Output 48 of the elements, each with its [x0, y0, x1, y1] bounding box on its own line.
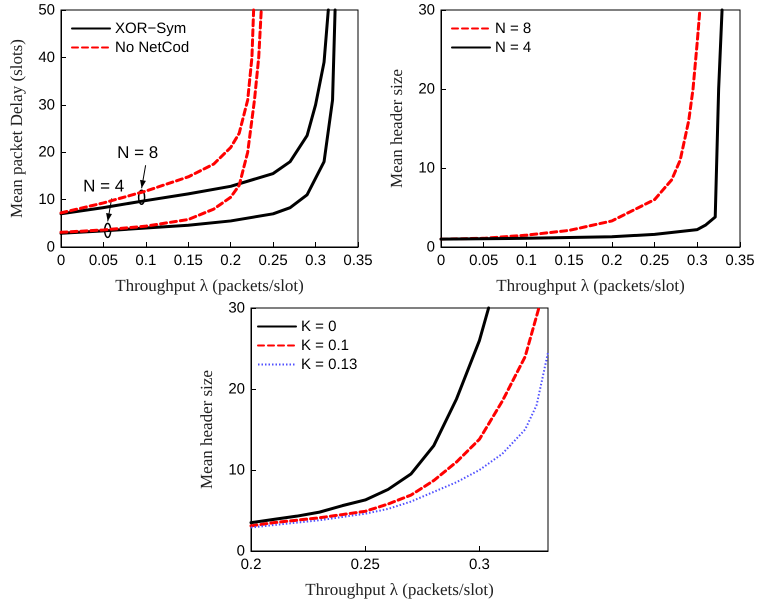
line-series [250, 306, 540, 528]
y-tick-label: 0 [426, 238, 435, 256]
x-axis-title: Throughput λ (packets/slot) [115, 276, 304, 295]
x-tick-label: 0.25 [640, 252, 670, 269]
y-tick-label: 20 [38, 144, 55, 161]
x-axis-title: Throughput λ (packets/slot) [496, 276, 685, 295]
x-tick-label: 0.2 [601, 252, 622, 269]
y-axis-title: Mean packet Delay (slots) [7, 39, 26, 218]
x-tick-label: 0 [56, 252, 66, 269]
y-tick-label: 20 [228, 380, 245, 398]
y-tick-label: 10 [38, 191, 55, 208]
x-tick-label: 0.15 [554, 252, 584, 269]
legend-label: K = 0 [301, 318, 336, 335]
y-axis-title: Mean header size [387, 69, 406, 188]
x-tick-label: 0.15 [174, 252, 203, 269]
x-tick-label: 0.35 [343, 252, 373, 269]
y-tick-label: 50 [38, 2, 55, 18]
y-tick-label: 40 [38, 48, 55, 66]
y-tick-label: 10 [418, 160, 435, 176]
x-tick-label: 0.35 [725, 252, 755, 269]
legend-label: N = 8 [495, 20, 532, 37]
x-tick-label: 0.2 [220, 252, 242, 269]
x-tick-label: 0 [436, 252, 446, 269]
y-tick-label: 30 [228, 300, 245, 316]
x-tick-label: 0.3 [469, 556, 490, 573]
y-tick-label: 30 [38, 96, 55, 114]
y-tick-label: 20 [418, 80, 435, 98]
x-tick-label: 0.3 [305, 252, 326, 269]
x-tick-label: 0.1 [135, 252, 156, 269]
x-tick-label: 0.3 [686, 252, 708, 269]
x-tick-label: 0.1 [516, 252, 537, 269]
x-axis-title: Throughput λ (packets/slot) [305, 580, 494, 599]
legend-label: No NetCod [115, 39, 190, 56]
x-tick-label: 0.05 [469, 252, 498, 269]
line-series [250, 352, 549, 529]
legend-label: N = 4 [495, 39, 532, 56]
x-tick-label: 0.25 [350, 556, 380, 573]
y-tick-label: 30 [418, 2, 435, 18]
x-tick-label: 0.05 [88, 252, 118, 269]
y-tick-label: 10 [228, 462, 245, 478]
y-tick-label: 0 [46, 238, 55, 256]
y-axis-title: Mean header size [197, 370, 216, 489]
legend-label: XOR−Sym [115, 20, 186, 37]
legend-label: K = 0.1 [301, 337, 349, 354]
annotation: N = 8 [117, 143, 158, 162]
annotation: N = 4 [83, 176, 124, 196]
legend-label: K = 0.13 [301, 356, 358, 373]
x-tick-label: 0.25 [258, 252, 288, 269]
